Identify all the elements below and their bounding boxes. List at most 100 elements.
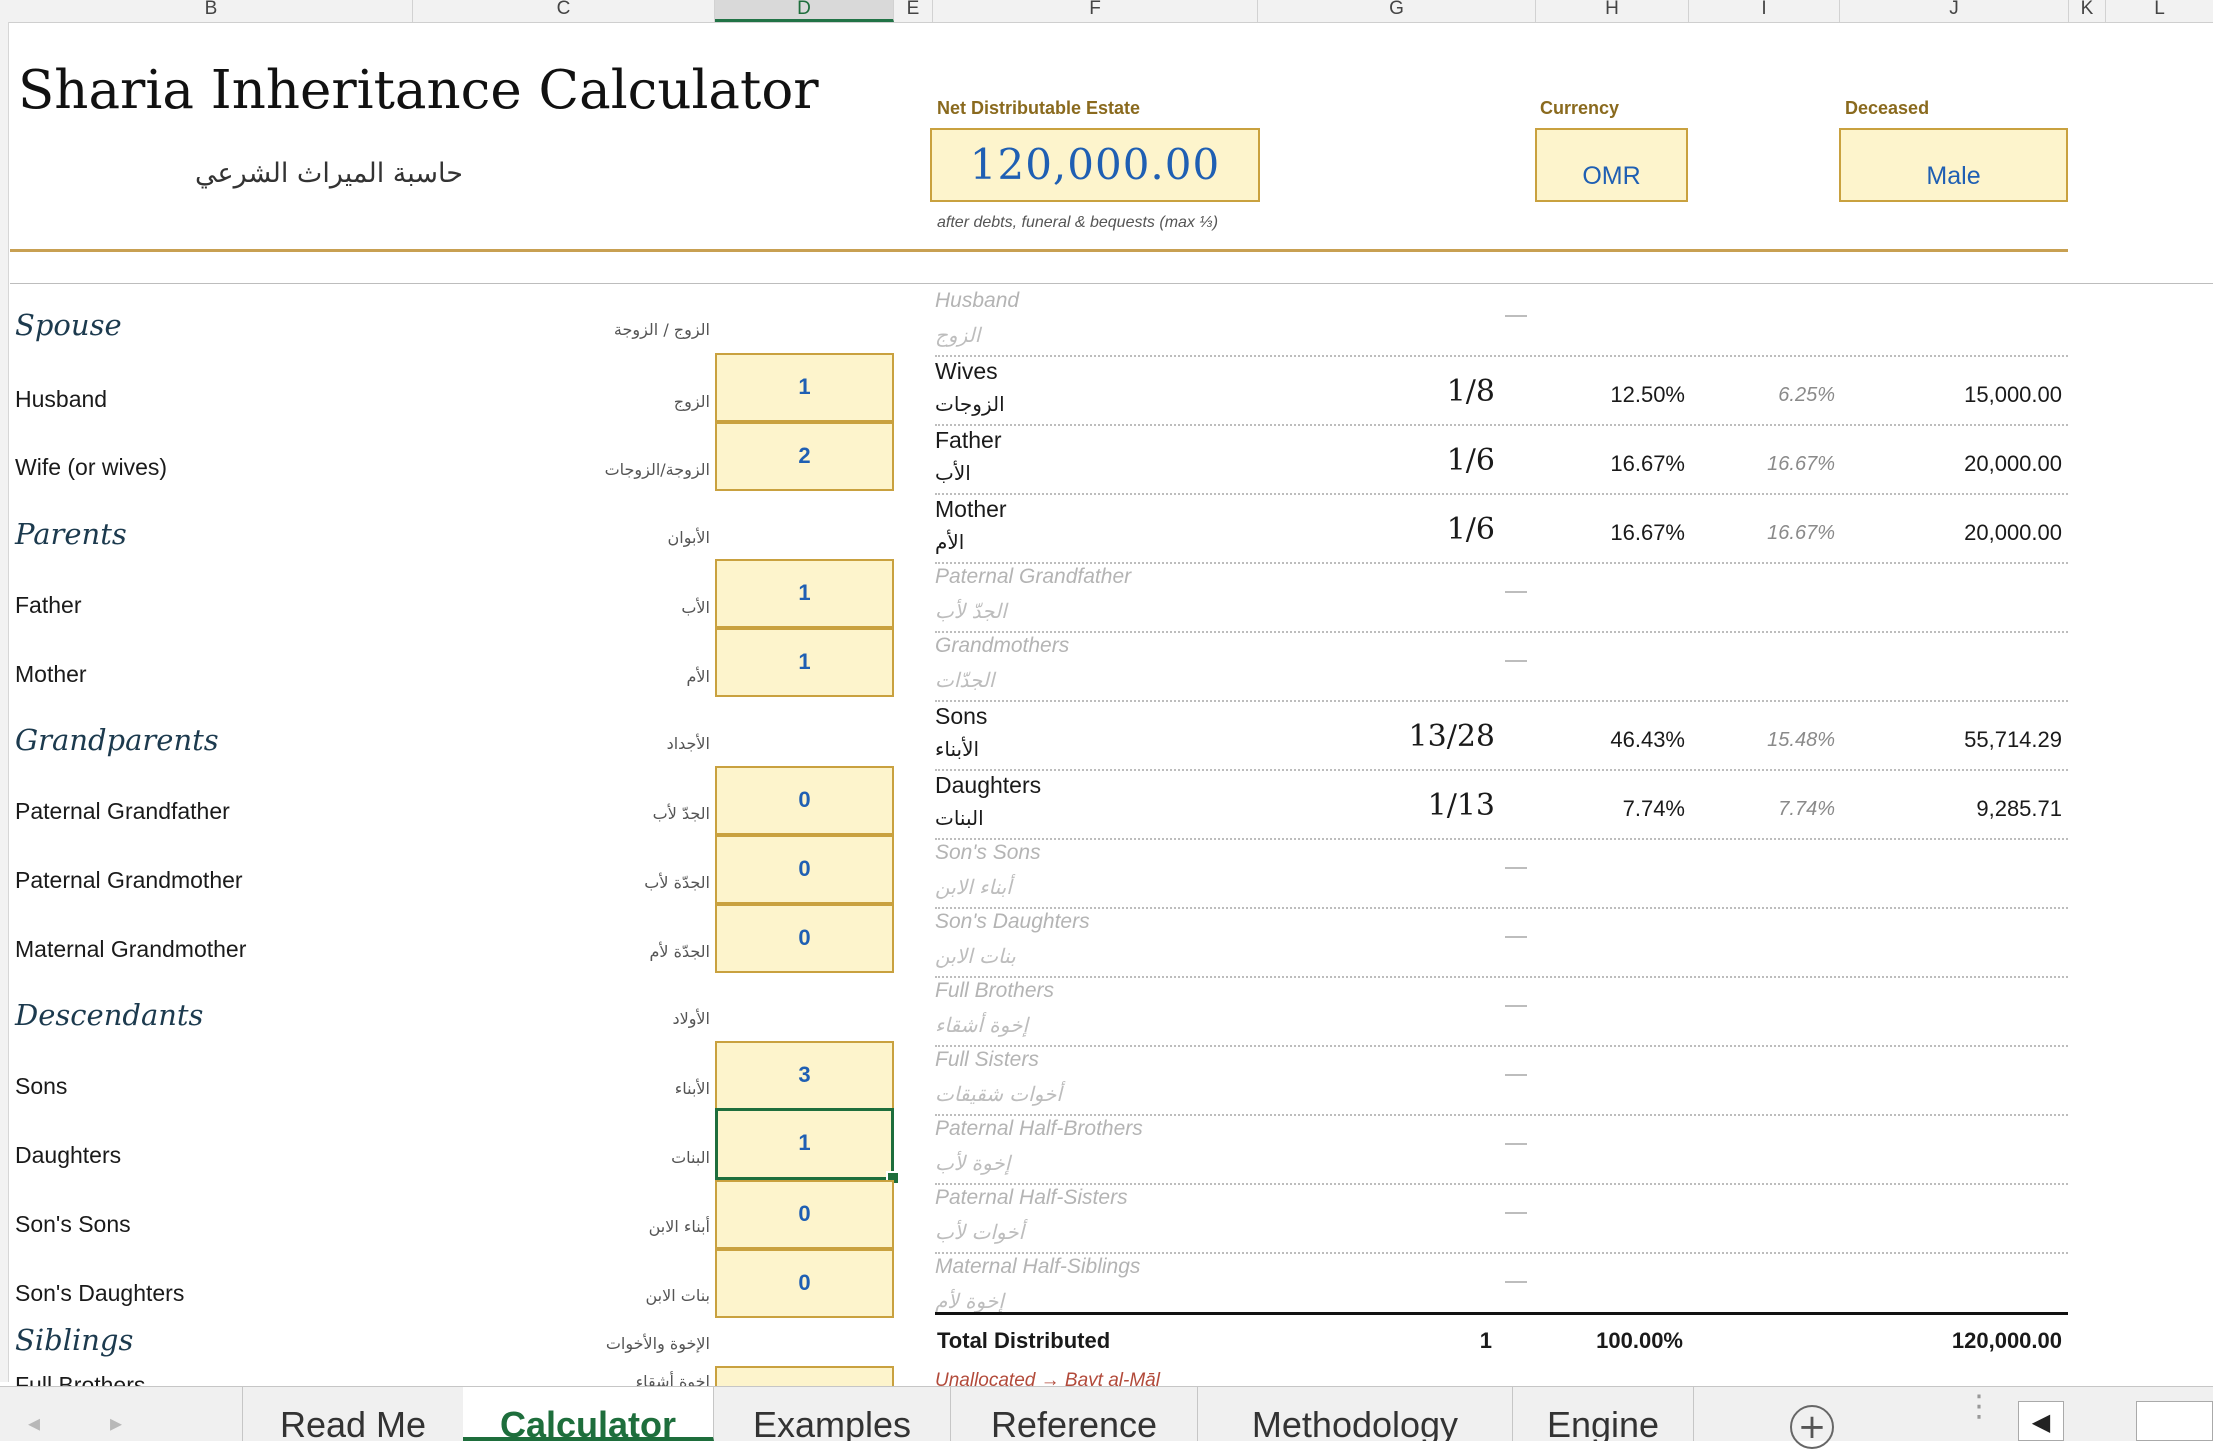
column-header-l[interactable]: L: [2106, 0, 2213, 22]
section-grandparents: Grandparents: [15, 723, 219, 757]
result-heir-name: Son's Daughters: [935, 910, 1090, 933]
paternal-grandmother-count-input[interactable]: 0: [715, 835, 894, 904]
estate-label: Net Distributable Estate: [937, 98, 1141, 118]
add-sheet-icon[interactable]: +: [1790, 1405, 1834, 1449]
wife-count-input[interactable]: 2: [715, 422, 894, 491]
page-title-arabic: حاسبة الميراث الشرعي: [195, 158, 463, 189]
sheet-tab-bar: ◂ ▸ Read Me Calculator Examples Referenc…: [0, 1386, 2213, 1449]
total-label: Total Distributed: [937, 1328, 1111, 1353]
excluded-dash: [1505, 315, 1527, 317]
result-heir-name: Maternal Half-Siblings: [935, 1255, 1141, 1278]
scroll-next-sheet-icon[interactable]: ▸: [110, 1409, 123, 1437]
scroll-first-sheet-icon[interactable]: ◂: [28, 1409, 41, 1437]
horizontal-scrollbar[interactable]: [2136, 1401, 2213, 1441]
result-heir-name-ar: الزوجات: [935, 392, 1005, 416]
result-heir-name-ar: أخوات شقيقات: [935, 1082, 1062, 1106]
result-row: Wives الزوجات 1/8 12.50% 6.25% 15,000.00: [935, 356, 2068, 426]
result-heir-name-ar: الجدّات: [935, 668, 995, 692]
result-row: Full Sisters أخوات شقيقات: [935, 1046, 2068, 1116]
result-row: Daughters البنات 1/13 7.74% 7.74% 9,285.…: [935, 770, 2068, 840]
sons-sons-count-input[interactable]: 0: [715, 1180, 894, 1249]
wife-label-ar: الزوجة/الزوجات: [604, 460, 710, 479]
maternal-grandmother-label-ar: الجدّة لأم: [649, 942, 710, 961]
currency-input[interactable]: OMR: [1535, 128, 1688, 202]
maternal-grandmother-count-input[interactable]: 0: [715, 904, 894, 973]
father-label-ar: الأب: [681, 598, 710, 617]
result-row: Maternal Half-Siblings إخوة لأم: [935, 1253, 2068, 1313]
scroll-left-icon[interactable]: ◀: [2018, 1401, 2064, 1441]
sons-sons-label: Son's Sons: [15, 1211, 131, 1237]
sons-daughters-label: Son's Daughters: [15, 1280, 185, 1306]
sons-label: Sons: [15, 1073, 68, 1099]
column-header-b[interactable]: B: [10, 0, 413, 22]
estate-note: after debts, funeral & bequests (max ⅓): [937, 214, 1219, 231]
result-heir-name-ar: الأب: [935, 461, 971, 485]
section-parents-ar: الأبوان: [667, 528, 710, 547]
excluded-dash: [1505, 1005, 1527, 1007]
result-heir-name: Son's Sons: [935, 841, 1041, 864]
estate-input[interactable]: 120,000.00: [930, 128, 1260, 202]
column-header-i[interactable]: I: [1689, 0, 1840, 22]
row-header-strip[interactable]: [0, 22, 9, 1382]
result-per-head-percent: 16.67%: [1767, 453, 1835, 475]
result-row: Son's Sons أبناء الابن: [935, 839, 2068, 909]
sons-daughters-count-input[interactable]: 0: [715, 1249, 894, 1318]
column-header-j[interactable]: J: [1840, 0, 2069, 22]
sons-count-input[interactable]: 3: [715, 1041, 894, 1110]
result-per-head-percent: 7.74%: [1778, 798, 1835, 820]
more-options-icon[interactable]: ⋮: [1964, 1389, 1994, 1424]
section-parents: Parents: [15, 517, 127, 551]
tab-read-me[interactable]: Read Me: [242, 1387, 464, 1441]
page-title: Sharia Inheritance Calculator: [18, 60, 819, 121]
result-amount: 20,000.00: [1964, 520, 2062, 545]
excluded-dash: [1505, 1143, 1527, 1145]
daughters-count-input[interactable]: 1: [715, 1108, 894, 1180]
result-heir-name: Full Sisters: [935, 1048, 1039, 1071]
unallocated-note: Unallocated → Bayt al-Māl: [935, 1370, 1160, 1391]
mother-count-input[interactable]: 1: [715, 628, 894, 697]
excluded-dash: [1505, 1074, 1527, 1076]
result-heir-name-ar: البنات: [935, 806, 984, 830]
result-heir-name-ar: الأم: [935, 530, 965, 554]
column-header-e[interactable]: E: [894, 0, 933, 22]
paternal-grandfather-label: Paternal Grandfather: [15, 798, 230, 824]
column-header-bar: B C D E F G H I J K L: [0, 0, 2213, 23]
column-header-f[interactable]: F: [933, 0, 1258, 22]
result-percent: 12.50%: [1610, 382, 1685, 407]
column-header-h[interactable]: H: [1536, 0, 1689, 22]
result-row: Grandmothers الجدّات: [935, 632, 2068, 702]
tab-examples[interactable]: Examples: [714, 1387, 951, 1441]
father-count-input[interactable]: 1: [715, 559, 894, 628]
excluded-dash: [1505, 591, 1527, 593]
excluded-dash: [1505, 936, 1527, 938]
tab-methodology[interactable]: Methodology: [1198, 1387, 1513, 1441]
paternal-grandmother-label: Paternal Grandmother: [15, 867, 243, 893]
result-heir-name: Paternal Half-Brothers: [935, 1117, 1143, 1140]
result-per-head-percent: 16.67%: [1767, 522, 1835, 544]
section-grandparents-ar: الأجداد: [666, 734, 710, 753]
result-row: Father الأب 1/6 16.67% 16.67% 20,000.00: [935, 425, 2068, 495]
result-percent: 16.67%: [1610, 520, 1685, 545]
paternal-grandfather-count-input[interactable]: 0: [715, 766, 894, 835]
total-amount: 120,000.00: [1951, 1328, 2062, 1353]
result-percent: 7.74%: [1622, 796, 1685, 821]
result-amount: 9,285.71: [1976, 796, 2062, 821]
tab-engine[interactable]: Engine: [1513, 1387, 1694, 1441]
column-header-k[interactable]: K: [2069, 0, 2106, 22]
result-heir-name-ar: إخوة أشقاء: [935, 1013, 1029, 1037]
tab-calculator[interactable]: Calculator: [463, 1387, 714, 1441]
excluded-dash: [1505, 1212, 1527, 1214]
section-descendants: Descendants: [15, 998, 204, 1032]
deceased-input[interactable]: Male: [1839, 128, 2068, 202]
result-heir-name-ar: أبناء الابن: [935, 875, 1012, 899]
tab-reference[interactable]: Reference: [951, 1387, 1198, 1441]
column-header-d[interactable]: D: [715, 0, 894, 22]
excluded-dash: [1505, 1281, 1527, 1283]
column-header-c[interactable]: C: [413, 0, 715, 22]
sons-label-ar: الأبناء: [674, 1079, 710, 1098]
result-heir-name: Paternal Half-Sisters: [935, 1186, 1128, 1209]
total-percent: 100.00%: [1596, 1328, 1683, 1353]
result-row: Paternal Grandfather الجدّ لأب: [935, 563, 2068, 633]
column-header-g[interactable]: G: [1258, 0, 1536, 22]
husband-count-input[interactable]: 1: [715, 353, 894, 422]
